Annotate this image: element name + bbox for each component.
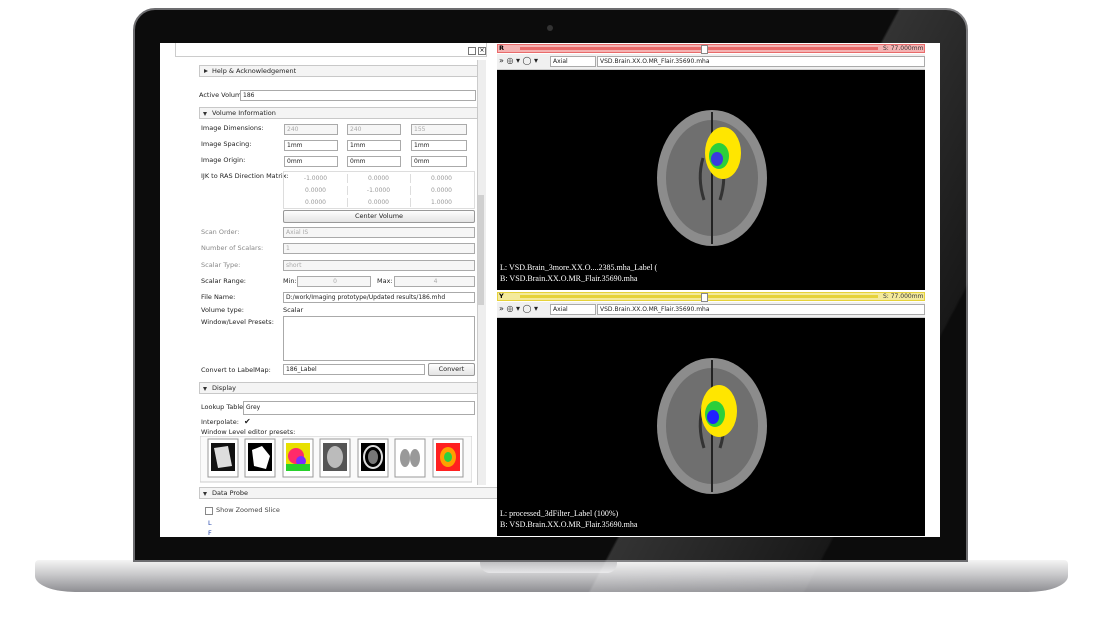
wl-presets-box[interactable] <box>283 316 475 361</box>
help-header[interactable]: Help & Acknowledgement <box>199 65 478 77</box>
scalar-range-label: Scalar Range: <box>201 277 247 285</box>
matrix-cell: 0.0000 <box>347 174 411 183</box>
file-name-label: File Name: <box>201 293 236 301</box>
data-probe-header[interactable]: Data Probe <box>199 487 498 499</box>
convert-label: Convert to LabelMap: <box>201 366 271 374</box>
origin-field[interactable]: 0mm <box>411 156 467 167</box>
volume-info-header[interactable]: Volume Information <box>199 107 478 119</box>
origin-label: Image Origin: <box>201 156 246 164</box>
label-enhancing <box>707 410 719 424</box>
matrix-cell: 0.0000 <box>284 198 348 207</box>
slice-image <box>497 318 925 536</box>
thumb[interactable] <box>244 438 276 478</box>
slice-image <box>497 70 925 290</box>
orientation-combo[interactable]: Axial <box>550 56 596 67</box>
orientation-combo[interactable]: Axial <box>550 304 596 315</box>
slice-offset: S: 77.000mm <box>883 293 924 300</box>
label-layer-text: L: VSD.Brain_3more.XX.O....2385.mha_Labe… <box>500 263 658 272</box>
scroll-thumb[interactable] <box>478 195 484 305</box>
toolbar-icons: » ◎ ▾ ◯ ▾ <box>499 56 539 65</box>
background-layer-text: B: VSD.Brain.XX.O.MR_Flair.35690.mha <box>500 520 638 529</box>
origin-field[interactable]: 0mm <box>284 156 338 167</box>
num-scalars-label: Number of Scalars: <box>201 244 264 252</box>
active-volume-label: Active Volume <box>199 91 246 99</box>
thumb[interactable] <box>282 438 314 478</box>
scalar-type-combo: short <box>283 260 475 271</box>
display-header[interactable]: Display <box>199 382 478 394</box>
close-icon[interactable]: × <box>478 47 486 55</box>
label-enhancing <box>711 152 723 166</box>
spacing-field[interactable]: 1mm <box>347 140 401 151</box>
slider-handle[interactable] <box>701 293 708 302</box>
file-name-field[interactable]: D:/work/Imaging prototype/Updated result… <box>283 292 475 303</box>
camera <box>547 25 553 31</box>
probe-line: F <box>208 529 212 537</box>
preset-thumbnails <box>200 436 472 483</box>
dimension-field: 155 <box>411 124 467 135</box>
interpolate-check[interactable]: ✔ <box>244 417 251 426</box>
lookup-label: Lookup Table: <box>201 403 246 411</box>
toolbar-icons: » ◎ ▾ ◯ ▾ <box>499 304 539 313</box>
matrix-cell: 0.0000 <box>347 198 411 207</box>
matrix-cell: 0.0000 <box>284 186 348 195</box>
center-volume-button[interactable]: Center Volume <box>283 210 475 223</box>
max-field: 4 <box>394 276 475 287</box>
zoomed-checkbox[interactable] <box>205 507 213 515</box>
thumb[interactable] <box>319 438 351 478</box>
volume-type: Scalar <box>283 306 304 314</box>
spacing-field[interactable]: 1mm <box>411 140 467 151</box>
convert-button[interactable]: Convert <box>428 363 475 376</box>
float-icon[interactable] <box>468 47 476 55</box>
scan-order-label: Scan Order: <box>201 228 240 236</box>
label-layer-text: L: processed_3dFilter_Label (100%) <box>500 509 619 518</box>
show-zoomed-label: Show Zoomed Slice <box>216 506 280 514</box>
matrix-label: IJK to RAS Direction Matrix: <box>201 172 289 180</box>
thumb[interactable] <box>207 438 239 478</box>
min-field: 0 <box>297 276 371 287</box>
matrix-cell: 0.0000 <box>431 187 452 194</box>
matrix-cell: -1.0000 <box>347 186 411 195</box>
thumb[interactable] <box>394 438 426 478</box>
scan-order-combo: Axial IS <box>283 227 475 238</box>
volume-combo[interactable]: VSD.Brain.XX.O.MR_Flair.35690.mha <box>597 56 925 67</box>
dimension-field: 240 <box>347 124 401 135</box>
slider-handle[interactable] <box>701 45 708 54</box>
scalar-type-label: Scalar Type: <box>201 261 241 269</box>
min-label: Min: <box>283 277 297 285</box>
wl-presets-label: Window/Level Presets: <box>201 318 274 326</box>
matrix-cell: 1.0000 <box>431 199 452 206</box>
top-strip <box>175 43 487 57</box>
slider-track <box>520 295 878 298</box>
origin-field[interactable]: 0mm <box>347 156 401 167</box>
num-scalars-field: 1 <box>283 243 475 254</box>
volume-type-label: Volume type: <box>201 306 244 314</box>
laptop-notch <box>480 561 617 573</box>
dimension-field: 240 <box>284 124 338 135</box>
matrix: -1.0000 0.0000 0.0000 0.0000 -1.0000 0.0000 0.… <box>283 171 475 209</box>
spacing-field[interactable]: 1mm <box>284 140 338 151</box>
convert-combo[interactable]: 186_Label <box>283 364 425 375</box>
view-letter: Y <box>499 292 504 300</box>
slice-offset: S: 77.000mm <box>883 45 924 52</box>
probe-line: L <box>208 519 212 527</box>
volume-combo[interactable]: VSD.Brain.XX.O.MR_Flair.35690.mha <box>597 304 925 315</box>
max-label: Max: <box>377 277 393 285</box>
background-layer-text: B: VSD.Brain.XX.O.MR_Flair.35690.mha <box>500 274 638 283</box>
thumb[interactable] <box>432 438 464 478</box>
matrix-cell: 0.0000 <box>431 175 452 182</box>
active-volume-combo[interactable]: 186 <box>240 90 476 101</box>
matrix-cell: -1.0000 <box>284 174 348 183</box>
lookup-combo[interactable]: Grey <box>243 401 475 415</box>
view-letter: R <box>499 44 505 52</box>
wl-editor-label: Window Level editor presets: <box>201 428 296 436</box>
slider-track <box>520 47 878 50</box>
dimensions-label: Image Dimensions: <box>201 124 264 132</box>
thumb[interactable] <box>357 438 389 478</box>
spacing-label: Image Spacing: <box>201 140 252 148</box>
interpolate-label: Interpolate: <box>201 418 239 426</box>
